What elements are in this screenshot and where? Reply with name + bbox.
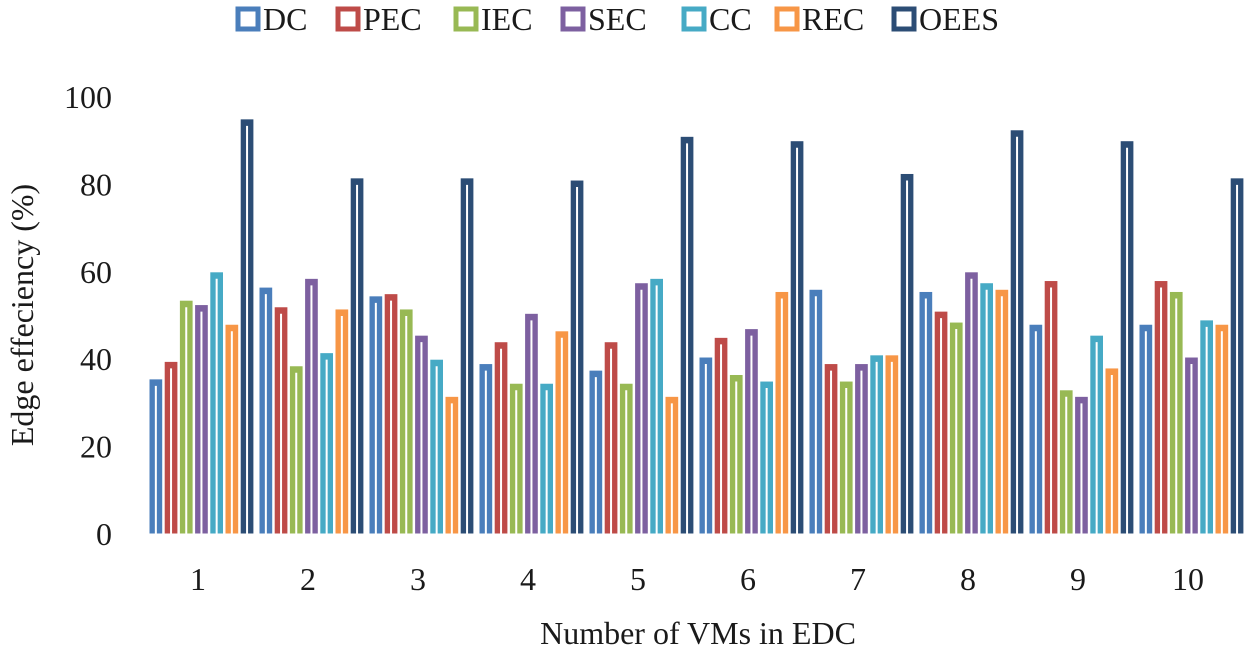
legend-swatch-cc xyxy=(681,6,707,32)
y-tick-label: 20 xyxy=(80,429,112,465)
y-axis-ticks: 0 20 40 60 80 100 xyxy=(64,79,112,552)
x-tick-label: 5 xyxy=(630,561,646,597)
x-axis-title: Number of VMs in EDC xyxy=(540,615,856,651)
y-tick-label: 60 xyxy=(80,254,112,290)
bars xyxy=(148,118,1245,535)
y-tick-label: 100 xyxy=(64,79,112,115)
x-tick-label: 9 xyxy=(1070,561,1086,597)
legend-swatch-pec xyxy=(335,6,361,32)
y-axis-title: Edge effeciency (%) xyxy=(4,184,40,446)
legend-swatch-oees xyxy=(891,6,917,32)
legend-swatch-dc xyxy=(235,6,261,32)
x-tick-label: 7 xyxy=(850,561,866,597)
legend-label-oees: OEES xyxy=(919,1,999,37)
x-axis-ticks: 1 2 3 4 5 6 7 8 9 10 xyxy=(190,561,1204,597)
legend-swatch-sec xyxy=(560,6,586,32)
y-tick-label: 0 xyxy=(96,516,112,552)
legend-label-pec: PEC xyxy=(363,1,422,37)
y-tick-label: 80 xyxy=(80,166,112,202)
legend-swatch-iec xyxy=(453,6,479,32)
x-tick-label: 1 xyxy=(190,561,206,597)
x-tick-label: 2 xyxy=(300,561,316,597)
legend-label-sec: SEC xyxy=(588,1,647,37)
x-tick-label: 8 xyxy=(960,561,976,597)
legend-label-cc: CC xyxy=(709,1,752,37)
x-tick-label: 10 xyxy=(1172,561,1204,597)
y-tick-label: 40 xyxy=(80,341,112,377)
legend-label-dc: DC xyxy=(263,1,307,37)
x-tick-label: 6 xyxy=(740,561,756,597)
legend: DC PEC IEC SEC CC REC OEES xyxy=(235,1,999,37)
legend-swatch-rec xyxy=(774,6,800,32)
legend-label-iec: IEC xyxy=(481,1,533,37)
legend-label-rec: REC xyxy=(802,1,864,37)
x-tick-label: 4 xyxy=(520,561,536,597)
x-tick-label: 3 xyxy=(410,561,426,597)
